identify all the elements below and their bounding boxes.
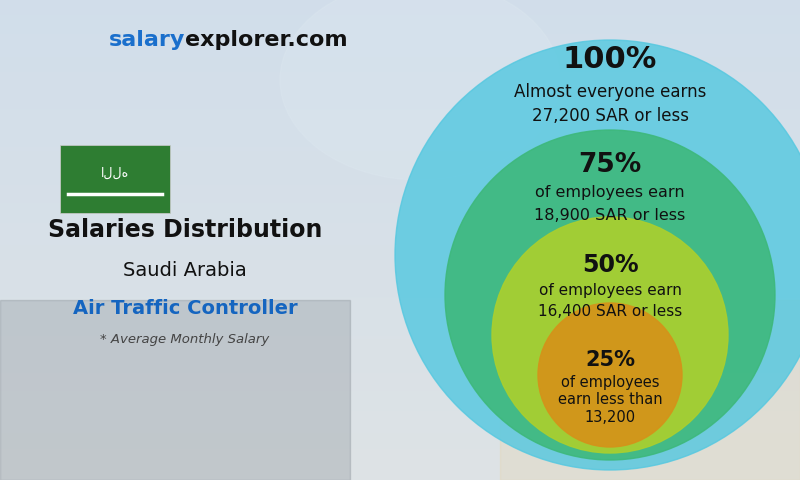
Bar — [500, 300, 800, 480]
Text: 75%: 75% — [578, 152, 642, 178]
Text: 13,200: 13,200 — [585, 410, 635, 425]
Text: of employees: of employees — [561, 374, 659, 389]
Ellipse shape — [492, 217, 728, 453]
Text: of employees earn: of employees earn — [538, 284, 682, 299]
Text: earn less than: earn less than — [558, 393, 662, 408]
Text: 18,900 SAR or less: 18,900 SAR or less — [534, 207, 686, 223]
Text: 16,400 SAR or less: 16,400 SAR or less — [538, 303, 682, 319]
Bar — [0, 300, 350, 480]
Text: 50%: 50% — [582, 253, 638, 277]
Text: explorer.com: explorer.com — [185, 30, 348, 50]
Text: Almost everyone earns: Almost everyone earns — [514, 83, 706, 101]
Text: Saudi Arabia: Saudi Arabia — [123, 261, 247, 279]
Ellipse shape — [395, 40, 800, 470]
Ellipse shape — [538, 303, 682, 447]
Text: 25%: 25% — [585, 350, 635, 370]
Ellipse shape — [280, 0, 560, 180]
Text: of employees earn: of employees earn — [535, 185, 685, 201]
Text: salary: salary — [109, 30, 185, 50]
Ellipse shape — [445, 130, 775, 460]
Text: * Average Monthly Salary: * Average Monthly Salary — [100, 334, 270, 347]
Text: الله: الله — [101, 167, 129, 180]
Text: 27,200 SAR or less: 27,200 SAR or less — [531, 107, 689, 125]
Text: 100%: 100% — [563, 46, 657, 74]
Bar — [60, 145, 170, 213]
Text: Salaries Distribution: Salaries Distribution — [48, 218, 322, 242]
Text: Air Traffic Controller: Air Traffic Controller — [73, 299, 298, 317]
